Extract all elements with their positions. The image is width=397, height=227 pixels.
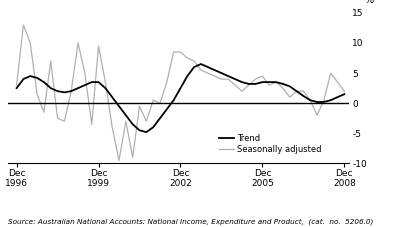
Text: %: % <box>365 0 374 5</box>
Text: Source: Australian National Accounts: National Income, Expenditure and Product, : Source: Australian National Accounts: Na… <box>8 218 373 225</box>
Legend: Trend, Seasonally adjusted: Trend, Seasonally adjusted <box>215 131 325 158</box>
